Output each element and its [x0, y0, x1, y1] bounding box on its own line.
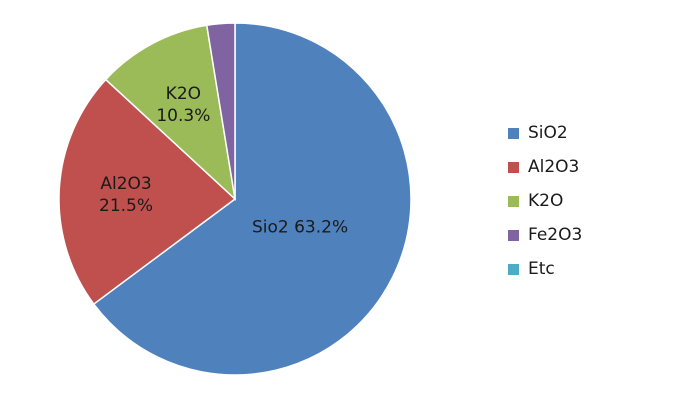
legend-swatch — [508, 127, 519, 139]
legend-item-etc: Etc — [508, 252, 582, 286]
pie-labels: Sio2 63.2% Al2O3 21.5% K2O 10.3% — [99, 84, 348, 238]
legend-item-sio2: SiO2 — [508, 116, 582, 150]
legend-item-fe2o3: Fe2O3 — [508, 218, 582, 252]
pie-slice-sio2 — [92, 22, 412, 376]
pie-slice-k2o — [104, 24, 237, 202]
pie-slice-fe2o3 — [205, 22, 236, 200]
legend-label: K2O — [528, 191, 564, 211]
legend-swatch — [508, 161, 519, 173]
legend-label: SiO2 — [528, 123, 568, 143]
pie-slices — [58, 22, 412, 376]
pie-slice-al2o3 — [58, 78, 237, 306]
legend-swatch — [508, 195, 519, 207]
legend-item-al2o3: Al2O3 — [508, 150, 582, 184]
legend: SiO2 Al2O3 K2O Fe2O3 Etc — [508, 116, 582, 286]
legend-label: Fe2O3 — [528, 225, 583, 245]
data-label-sio2: Sio2 63.2% — [252, 218, 348, 238]
data-label-al2o3: Al2O3 21.5% — [99, 174, 153, 216]
legend-label: Al2O3 — [528, 157, 580, 177]
legend-label: Etc — [528, 259, 555, 279]
legend-swatch — [508, 263, 519, 275]
legend-item-k2o: K2O — [508, 184, 582, 218]
legend-swatch — [508, 229, 519, 241]
data-label-k2o: K2O 10.3% — [156, 84, 210, 126]
